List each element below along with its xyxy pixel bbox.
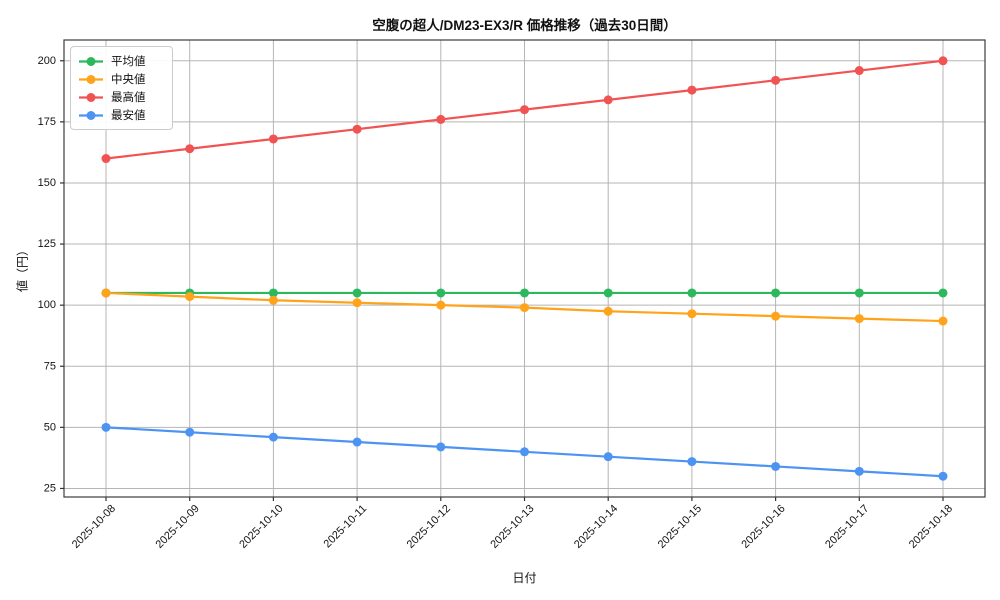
svg-text:175: 175 bbox=[38, 116, 56, 128]
svg-text:2025-10-08: 2025-10-08 bbox=[70, 503, 118, 551]
legend-label: 最高値 bbox=[111, 92, 146, 104]
legend-line-sample-icon bbox=[79, 56, 103, 66]
svg-text:2025-10-09: 2025-10-09 bbox=[154, 503, 202, 551]
legend-line-sample-icon bbox=[79, 110, 103, 120]
svg-text:2025-10-14: 2025-10-14 bbox=[572, 503, 620, 551]
svg-text:2025-10-16: 2025-10-16 bbox=[739, 503, 787, 551]
svg-text:2025-10-17: 2025-10-17 bbox=[823, 503, 871, 551]
svg-text:50: 50 bbox=[44, 421, 56, 433]
legend-label: 中央値 bbox=[111, 74, 146, 86]
svg-text:2025-10-18: 2025-10-18 bbox=[907, 503, 955, 551]
svg-text:25: 25 bbox=[44, 482, 56, 494]
svg-text:2025-10-10: 2025-10-10 bbox=[237, 503, 285, 551]
svg-text:2025-10-11: 2025-10-11 bbox=[322, 503, 370, 551]
legend-item-min: 最安値 bbox=[78, 106, 164, 124]
legend-line-sample-icon bbox=[79, 92, 103, 102]
svg-text:75: 75 bbox=[44, 360, 56, 372]
svg-text:125: 125 bbox=[38, 238, 56, 250]
legend-item-max: 最高値 bbox=[78, 88, 164, 106]
legend-line-sample-icon bbox=[79, 74, 103, 84]
legend-item-median: 中央値 bbox=[78, 70, 164, 88]
svg-text:2025-10-13: 2025-10-13 bbox=[488, 503, 536, 551]
svg-text:150: 150 bbox=[38, 177, 56, 189]
svg-text:100: 100 bbox=[38, 299, 56, 311]
legend: 平均値 中央値 最高値 最安値 bbox=[70, 46, 173, 130]
legend-item-average: 平均値 bbox=[78, 52, 164, 70]
svg-text:2025-10-15: 2025-10-15 bbox=[656, 503, 704, 551]
legend-label: 平均値 bbox=[111, 56, 146, 68]
x-axis-label: 日付 bbox=[512, 571, 537, 585]
chart-title: 空腹の超人/DM23-EX3/R 価格推移（過去30日間） bbox=[372, 18, 677, 33]
svg-text:2025-10-12: 2025-10-12 bbox=[405, 503, 453, 551]
svg-text:200: 200 bbox=[38, 55, 56, 67]
legend-label: 最安値 bbox=[111, 110, 146, 122]
